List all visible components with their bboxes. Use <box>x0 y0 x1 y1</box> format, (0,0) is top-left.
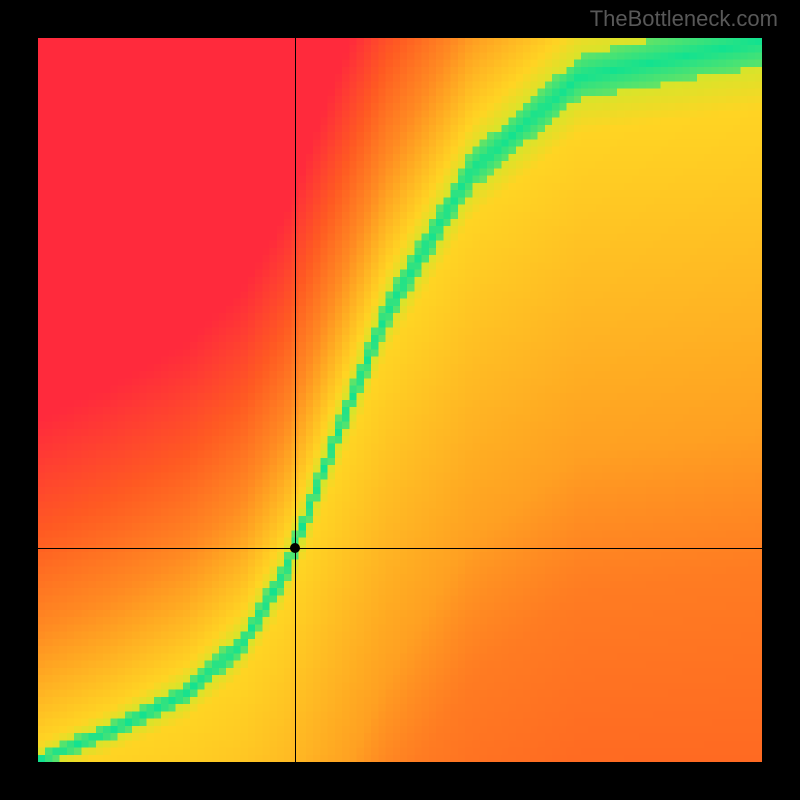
crosshair-horizontal <box>38 548 762 549</box>
plot-area <box>38 38 762 762</box>
bottleneck-point-marker <box>290 543 300 553</box>
watermark: TheBottleneck.com <box>590 6 778 32</box>
heatmap-canvas <box>38 38 762 762</box>
crosshair-vertical <box>295 38 296 762</box>
